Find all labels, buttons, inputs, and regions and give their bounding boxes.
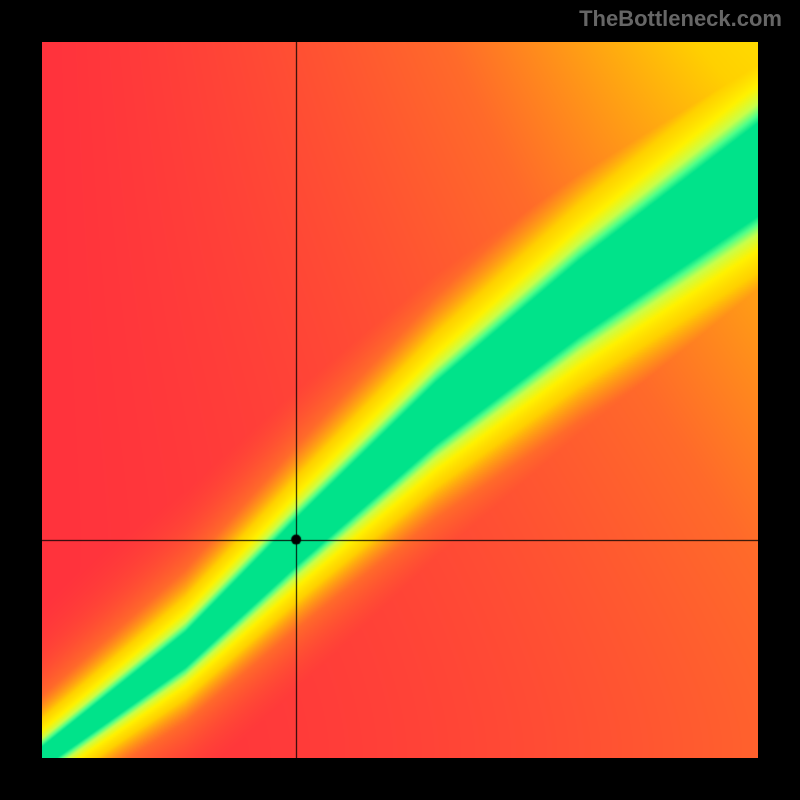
attribution-label: TheBottleneck.com xyxy=(579,6,782,32)
bottleneck-heatmap xyxy=(42,42,758,758)
chart-container: TheBottleneck.com xyxy=(0,0,800,800)
